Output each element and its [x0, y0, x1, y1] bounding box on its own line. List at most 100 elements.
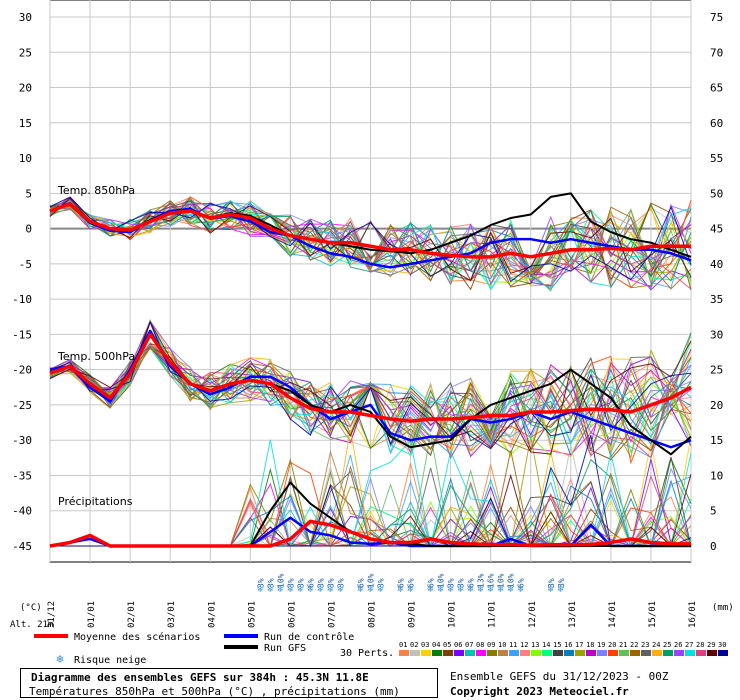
right-tick-label: 70	[710, 46, 723, 59]
altitude-label: Alt. 21m	[10, 620, 53, 630]
pert-id: 10	[498, 641, 506, 649]
pert-id: 23	[641, 641, 649, 649]
pert-swatch	[432, 650, 442, 656]
snow-pct: 6%	[517, 578, 526, 588]
snow-pct: 3%	[296, 578, 305, 588]
pert-swatch	[619, 650, 629, 656]
snowflake-icon: ❄	[307, 584, 314, 595]
pert-swatch	[696, 650, 706, 656]
pert-swatch	[718, 650, 728, 656]
pert-id: 22	[630, 641, 638, 649]
panel-label-precip: Précipitations	[58, 495, 133, 508]
pert-id: 14	[542, 641, 550, 649]
pert-swatch	[597, 650, 607, 656]
right-tick-label: 5	[710, 505, 717, 518]
right-tick-label: 50	[710, 187, 723, 200]
snow-pct: 10%	[276, 573, 285, 588]
snowflake-icon: ❄	[398, 584, 405, 595]
pert-id: 21	[619, 641, 627, 649]
left-tick-label: 20	[19, 82, 32, 95]
left-tick-label: -25	[12, 399, 32, 412]
snow-pct: 6%	[407, 578, 416, 588]
snow-pct: 10%	[507, 573, 516, 588]
x-tick-label: 02/01	[127, 601, 137, 628]
snow-pct: 3%	[266, 578, 275, 588]
member-t500	[49, 320, 692, 450]
pert-id: 29	[707, 641, 715, 649]
run-info-block: Ensemble GEFS du 31/12/2023 - 00Z Copyri…	[450, 668, 738, 698]
snowflake-icon: ❄	[257, 584, 264, 595]
snowflake-icon: ❄	[297, 584, 304, 595]
pert-id: 01	[399, 641, 407, 649]
pert-id: 28	[696, 641, 704, 649]
x-tick-label: 07/01	[327, 601, 337, 628]
chart-legend: Moyenne des scénarios Run de contrôleRun …	[34, 631, 728, 666]
left-tick-label: -20	[12, 364, 32, 377]
right-tick-label: 60	[710, 117, 723, 130]
run-info: Ensemble GEFS du 31/12/2023 - 00Z	[450, 670, 669, 683]
pert-swatch	[509, 650, 519, 656]
right-tick-label: 65	[710, 82, 723, 95]
main-series	[49, 192, 692, 548]
x-tick-label: 13/01	[568, 601, 578, 628]
pert-id: 20	[608, 641, 616, 649]
right-tick-label: 30	[710, 328, 723, 341]
snow-pct: 10%	[367, 573, 376, 588]
left-tick-label: -10	[12, 293, 32, 306]
right-tick-label: 40	[710, 258, 723, 271]
x-tick-label: 01/01	[87, 601, 97, 628]
right-tick-label: 45	[710, 223, 723, 236]
left-tick-label: -40	[12, 505, 32, 518]
snow-pct: 3%	[326, 578, 335, 588]
legend-snow-label: Risque neige	[74, 655, 146, 666]
pert-id: 04	[432, 641, 440, 649]
legend-control-label: Run de contrôle	[264, 631, 354, 643]
snow-pct: 6%	[427, 578, 436, 588]
snow-pct: 10%	[437, 573, 446, 588]
x-tick-label: 08/01	[368, 601, 378, 628]
pert-swatch	[707, 650, 717, 656]
pert-swatch	[553, 650, 563, 656]
pert-swatch	[586, 650, 596, 656]
left-axis-unit: (°C)	[20, 603, 42, 613]
pert-swatch	[685, 650, 695, 656]
right-tick-label: 20	[710, 399, 723, 412]
series-0-t500	[49, 332, 692, 423]
snowflake-icon: ❄	[558, 584, 565, 595]
member-t850	[49, 196, 692, 283]
pert-swatch	[443, 650, 453, 656]
left-tick-label: -15	[12, 328, 32, 341]
pert-swatch	[476, 650, 486, 656]
pert-swatch	[465, 650, 475, 656]
snowflake-icon: ❄	[438, 584, 445, 595]
snow-pct: 3%	[256, 578, 265, 588]
left-tick-label: -5	[19, 258, 32, 271]
right-tick-label: 55	[710, 152, 723, 165]
left-tick-label: -30	[12, 434, 32, 447]
pert-swatch	[608, 650, 618, 656]
snowflake-icon: ❄	[458, 584, 465, 595]
snowflake-icon: ❄	[267, 584, 274, 595]
snow-pct: 3%	[377, 578, 386, 588]
snow-pct: 3%	[557, 578, 566, 588]
snow-pct: 3%	[447, 578, 456, 588]
left-tick-label: -45	[12, 540, 32, 553]
left-tick-label: 25	[19, 46, 32, 59]
pert-id: 08	[476, 641, 484, 649]
x-tick-label: 12/01	[528, 601, 538, 628]
snow-pct: 3%	[286, 578, 295, 588]
left-tick-label: 30	[19, 11, 32, 24]
legend-mean-label: Moyenne des scénarios	[74, 631, 200, 643]
snow-pct: 3%	[457, 578, 466, 588]
snow-pct: 16%	[487, 573, 496, 588]
pert-id: 30	[718, 641, 726, 649]
pert-id: 06	[454, 641, 462, 649]
pert-swatch	[542, 650, 552, 656]
legend-gfs-label: Run GFS	[264, 643, 306, 654]
pert-id: 13	[531, 641, 539, 649]
snowflake-icon: ❄	[468, 584, 475, 595]
snowflake-icon: ❄	[378, 584, 385, 595]
snowflake-icon: ❄	[518, 584, 525, 595]
snow-pct: 3%	[316, 578, 325, 588]
